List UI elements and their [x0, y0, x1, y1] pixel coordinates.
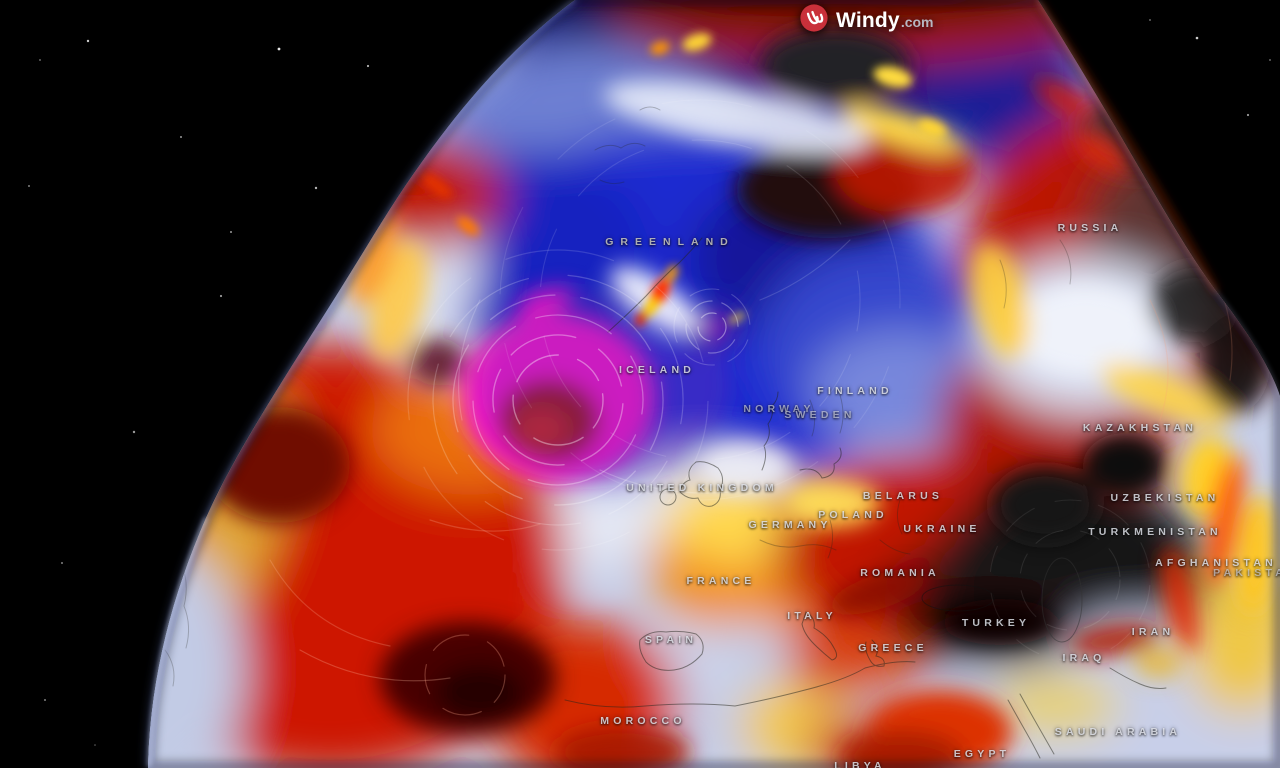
map-label-norway: NORWAY — [743, 403, 815, 415]
map-label-romania: ROMANIA — [860, 567, 940, 579]
wind-streamlines — [269, 99, 1233, 716]
windy-logo-tld: .com — [900, 13, 934, 30]
map-label-saudi-arabia: SAUDI ARABIA — [1054, 726, 1182, 738]
map-label-afghanistan: AFGHANISTAN — [1155, 557, 1277, 569]
map-label-pakistan: PAKISTAN — [1213, 567, 1280, 579]
map-label-greece: GREECE — [858, 642, 928, 654]
map-label-france: FRANCE — [686, 575, 756, 587]
map-label-russia: RUSSIA — [1057, 222, 1123, 234]
map-label-iceland: ICELAND — [618, 364, 696, 376]
map-label-iran: IRAN — [1131, 626, 1175, 638]
map-label-turkey: TURKEY — [961, 617, 1031, 629]
windy-logo[interactable]: Windy .com — [799, 3, 934, 38]
map-label-turkmenistan: TURKMENISTAN — [1088, 526, 1222, 538]
map-label-libya: LIBYA — [834, 760, 886, 768]
map-label-iraq: IRAQ — [1062, 652, 1106, 664]
map-label-poland: POLAND — [818, 509, 888, 521]
map-label-uzbekistan: UZBEKISTAN — [1110, 492, 1220, 504]
map-label-spain: SPAIN — [644, 634, 698, 646]
map-label-italy: ITALY — [787, 610, 837, 622]
map-label-greenland: GREENLAND — [605, 236, 735, 248]
map-label-germany: GERMANY — [748, 519, 832, 531]
star-field — [28, 19, 1271, 746]
map-label-belarus: BELARUS — [862, 490, 944, 502]
map-label-kazakhstan: KAZAKHSTAN — [1082, 422, 1198, 434]
map-label-united-kingdom: UNITED KINGDOM — [626, 482, 778, 494]
map-label-morocco: MOROCCO — [600, 715, 686, 727]
map-label-finland: FINLAND — [817, 385, 893, 397]
map-label-egypt: EGYPT — [953, 748, 1011, 760]
windy-logo-wordmark: Windy — [836, 8, 900, 32]
atmosphere-glow — [144, 0, 1280, 768]
map-label-sweden: SWEDEN — [784, 409, 856, 421]
map-label-ukraine: UKRAINE — [903, 523, 981, 535]
windy-logo-icon — [799, 3, 829, 38]
